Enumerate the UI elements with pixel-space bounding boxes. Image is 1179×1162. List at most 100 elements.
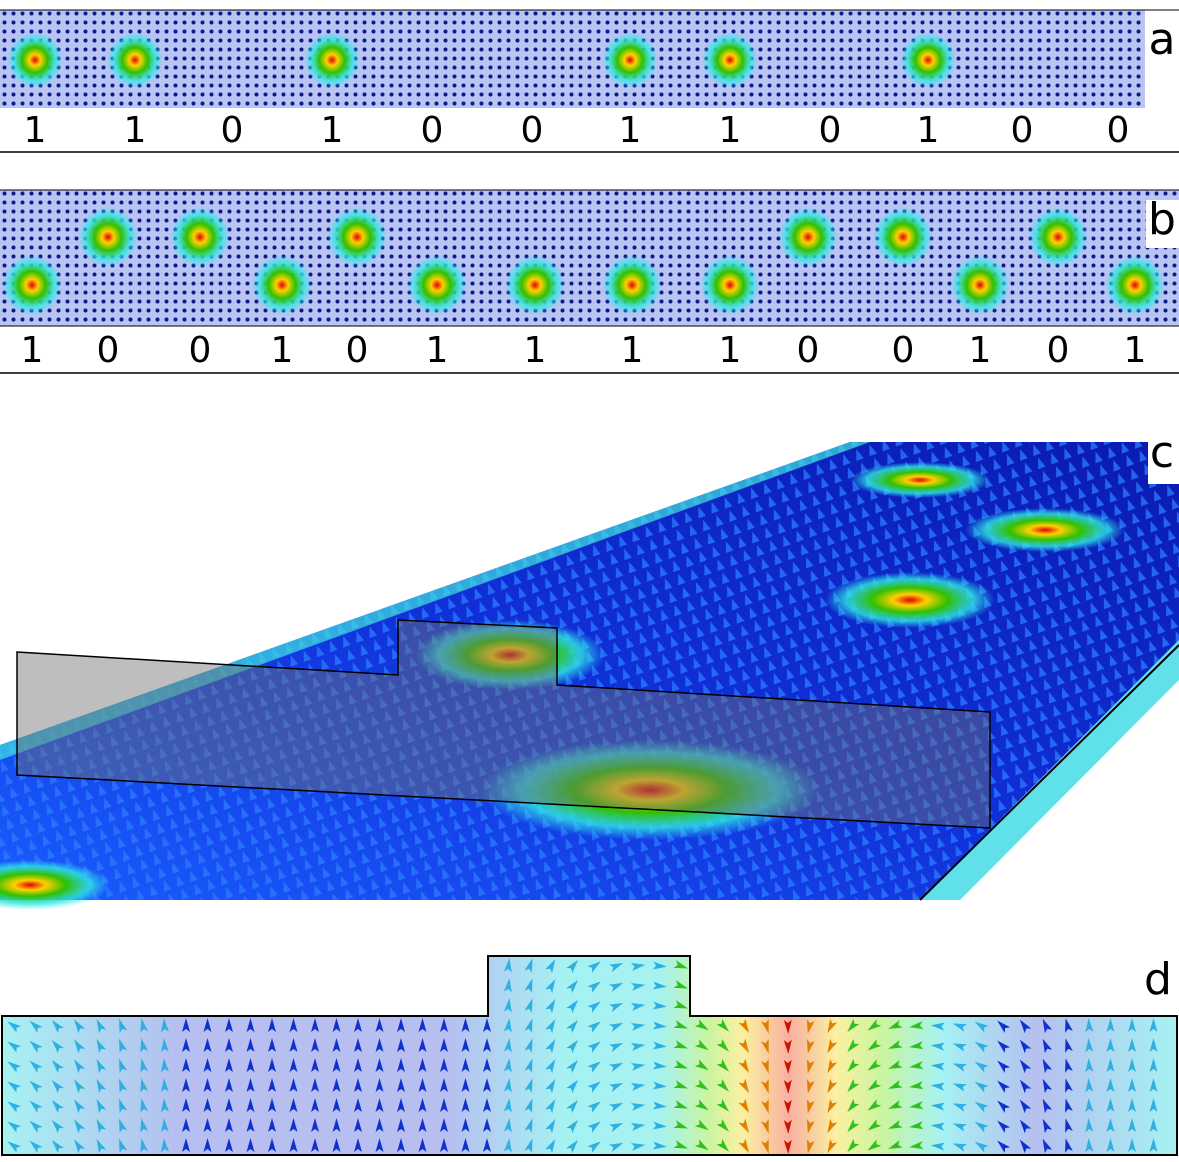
spin-arrow <box>7 1041 22 1053</box>
spin-arrow <box>909 1141 924 1150</box>
skyrmion <box>7 32 63 88</box>
skyrmion <box>900 32 956 88</box>
spin-arrow <box>694 1059 709 1071</box>
spin-arrow <box>608 1082 624 1093</box>
spin-arrow <box>608 982 624 993</box>
spin-arrow <box>847 1118 860 1133</box>
skyrmion <box>602 255 662 315</box>
spin-arrow <box>246 1018 255 1032</box>
spin-arrow <box>673 980 689 989</box>
bit: 1 <box>969 330 992 371</box>
spin-arrow <box>652 981 667 990</box>
spin-arrow <box>1085 1098 1094 1113</box>
skyrmion <box>2 255 62 315</box>
spin-arrow <box>354 1058 362 1072</box>
spin-arrow <box>118 1038 128 1053</box>
spin-arrow <box>673 1020 689 1029</box>
spin-arrow <box>888 1100 903 1109</box>
spin-arrow <box>630 1082 646 1091</box>
spin-arrow <box>566 979 579 994</box>
bit: 0 <box>1047 330 1070 371</box>
spin-arrow <box>182 1098 190 1112</box>
spin-arrow <box>311 1098 319 1112</box>
spin-arrow <box>140 1018 149 1033</box>
track-3d <box>0 442 1179 910</box>
spin-arrow <box>909 1061 924 1070</box>
spin-arrow <box>461 1118 470 1132</box>
spin-arrow <box>1019 1059 1032 1074</box>
spin-arrow <box>738 1038 749 1053</box>
spin-arrow <box>652 1061 667 1070</box>
spin-arrow <box>375 1078 384 1092</box>
spin-arrow <box>524 1138 533 1153</box>
spin-arrow <box>1149 1018 1158 1032</box>
spin-arrow <box>952 1123 967 1132</box>
bit: 0 <box>819 110 842 151</box>
spin-arrow <box>483 1058 491 1072</box>
spin-arrow <box>827 1138 838 1154</box>
skyrmion <box>107 32 163 88</box>
spin-arrow <box>51 1019 64 1034</box>
spin-arrow <box>7 1021 22 1033</box>
skyrmion <box>407 255 467 315</box>
track <box>0 190 1179 326</box>
skyrmions-b <box>2 207 1165 315</box>
spin-arrow <box>160 1038 169 1053</box>
spin-arrow <box>440 1118 448 1132</box>
spin-arrow <box>1128 1118 1136 1132</box>
skyrmions-a <box>7 32 956 88</box>
spin-arrow <box>587 961 601 973</box>
label-bg <box>1148 440 1179 484</box>
spin-arrow <box>909 1021 924 1030</box>
spin-arrow <box>96 1098 107 1114</box>
spin-arrow <box>225 1018 233 1032</box>
spin-arrow <box>909 1081 924 1090</box>
spin-arrow <box>673 1080 689 1089</box>
spin-arrow <box>1128 1098 1136 1112</box>
spin-arrow <box>888 1140 903 1149</box>
spin-arrow <box>225 1098 233 1112</box>
spin-arrow <box>783 1019 792 1034</box>
spin-arrow <box>503 1038 512 1053</box>
spin-arrow <box>716 1038 730 1052</box>
spin-arrow <box>545 1118 556 1134</box>
skyrmion <box>700 255 760 315</box>
spin-arrow <box>354 1038 362 1052</box>
spin-arrow <box>566 999 579 1014</box>
spin-arrow <box>930 1042 945 1051</box>
spin-arrow <box>652 1081 667 1090</box>
skyrmion <box>702 32 758 88</box>
spin-arrow <box>608 1022 624 1033</box>
spin-arrow <box>7 1061 22 1073</box>
spin-arrow <box>673 1100 689 1109</box>
spin-arrow <box>1042 1018 1053 1034</box>
spin-arrow <box>545 1098 556 1114</box>
spin-arrow <box>1019 1119 1032 1134</box>
spin-arrow <box>952 1143 967 1152</box>
spin-arrow <box>461 1038 470 1052</box>
spin-arrow <box>311 1038 319 1052</box>
spin-arrow <box>1128 1078 1136 1092</box>
spin-arrow <box>608 962 624 973</box>
spin-arrow <box>483 1078 491 1092</box>
spin-arrow <box>503 1118 512 1133</box>
skyrmion <box>78 207 138 267</box>
spin-arrow <box>630 1102 646 1111</box>
spin-arrow <box>997 1040 1011 1054</box>
spin-arrow <box>397 1138 405 1152</box>
spin-arrow <box>761 1139 769 1154</box>
spin-arrow <box>630 1022 646 1031</box>
spin-arrow <box>29 1080 43 1093</box>
spin-arrow <box>483 1138 491 1152</box>
spin-arrow <box>354 1018 362 1032</box>
spin-arrow <box>246 1038 255 1052</box>
spin-arrow <box>806 1039 815 1054</box>
spin-arrow <box>246 1058 255 1072</box>
spin-arrow <box>29 1020 43 1033</box>
spin-arrow <box>29 1060 43 1073</box>
spin-arrow <box>827 1118 838 1134</box>
skyrmion <box>170 207 230 267</box>
spin-arrow <box>289 1138 298 1152</box>
spin-arrow <box>652 1001 667 1010</box>
